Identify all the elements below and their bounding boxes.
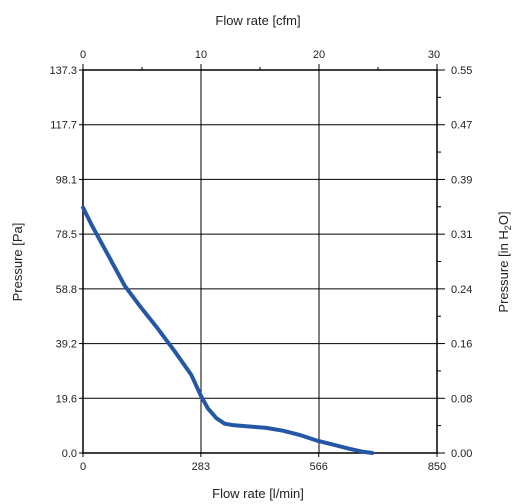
x-bottom-tick-label: 850 — [428, 461, 446, 473]
y-right-tick-label: 0.00 — [451, 448, 472, 460]
x-bottom-tick-label: 566 — [310, 461, 328, 473]
x-top-tick-label: 20 — [313, 49, 325, 61]
x-top-tick-label: 30 — [428, 49, 440, 61]
x-bottom-tick-label: 0 — [80, 461, 86, 473]
y-right-tick-label: 0.24 — [451, 284, 472, 296]
tick-labels: 0.0 0.00 19.6 0.08 39.2 0.16 58.8 0.24 78.5 0.31 9… — [49, 49, 472, 473]
x-top-axis-title: Flow rate [cfm] — [215, 13, 300, 28]
series-line-0 — [81, 205, 375, 455]
y-right-tick-label: 0.31 — [451, 229, 472, 241]
y-left-tick-label: 39.2 — [56, 339, 77, 351]
x-bottom-axis-title: Flow rate [l/min] — [212, 486, 304, 501]
y-left-tick-label: 117.7 — [50, 120, 77, 132]
y-right-tick-label: 0.55 — [451, 65, 472, 77]
y-right-tick-label: 0.16 — [451, 339, 472, 351]
y-right-axis-title: Pressure [in H2O] — [496, 211, 513, 312]
y-right-axis-title-main: Pressure [in H — [496, 230, 511, 312]
y-left-tick-label: 58.8 — [56, 284, 77, 296]
y-right-axis-title-end: O] — [496, 211, 511, 225]
y-right-tick-label: 0.39 — [451, 174, 472, 186]
x-bottom-tick-label: 283 — [192, 461, 210, 473]
y-left-tick-label: 19.6 — [56, 393, 77, 405]
y-right-axis-title-subscript: 2 — [503, 225, 513, 230]
y-left-tick-label: 137.3 — [49, 65, 77, 77]
y-left-tick-label: 0.0 — [62, 448, 77, 460]
y-left-tick-label: 78.5 — [56, 229, 77, 241]
grid — [83, 70, 437, 453]
plot-frame — [82, 69, 438, 454]
x-top-tick-label: 0 — [80, 49, 86, 61]
y-left-axis-title: Pressure [Pa] — [10, 223, 25, 302]
y-left-tick-label: 98.1 — [56, 174, 77, 186]
y-right-tick-label: 0.08 — [451, 393, 472, 405]
series-layer — [81, 205, 375, 455]
minor-ticks — [79, 64, 445, 457]
y-right-tick-label: 0.47 — [451, 120, 472, 132]
x-top-tick-label: 10 — [195, 49, 207, 61]
